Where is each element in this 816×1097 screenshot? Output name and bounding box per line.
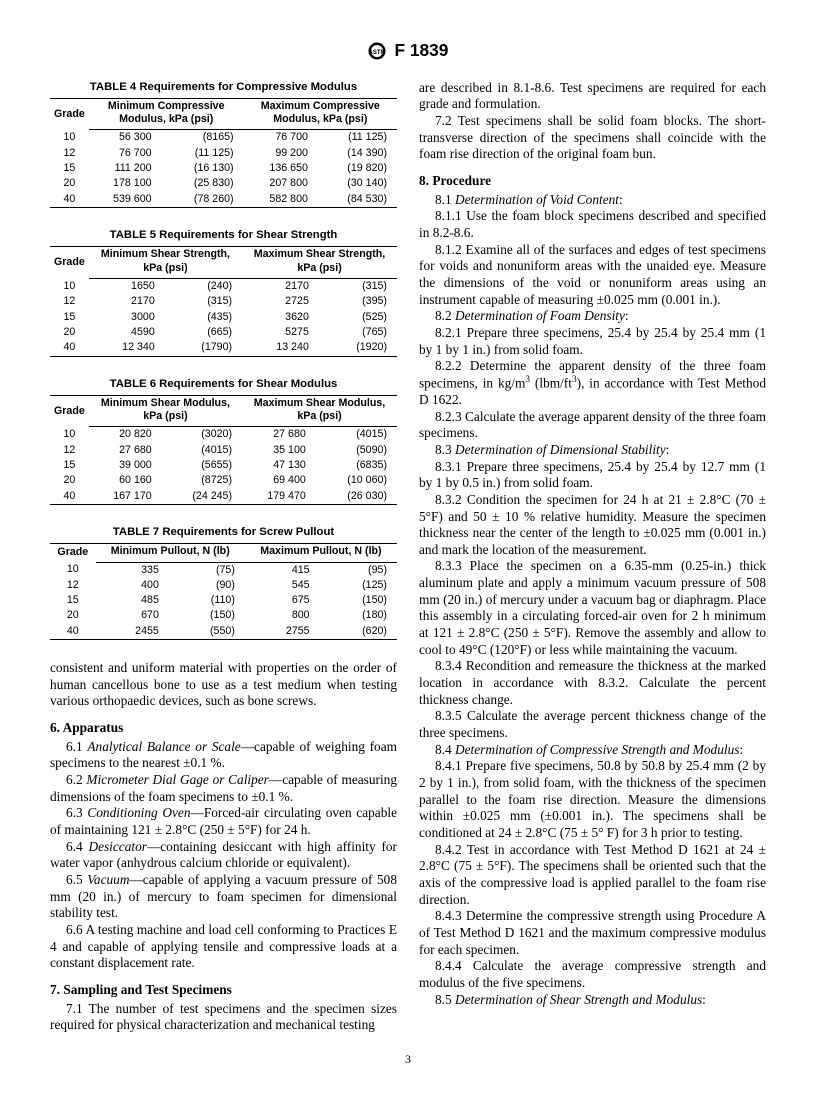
table7: Grade Minimum Pullout, N (lb) Maximum Pu… [50, 543, 397, 640]
sec-6-6: 6.6 A testing machine and load cell conf… [50, 922, 397, 972]
table-row: 122170(315)2725(395) [50, 294, 397, 309]
t6-max-head: Maximum Shear Modulus, kPa (psi) [242, 395, 397, 424]
table6: Grade Minimum Shear Modulus, kPa (psi) M… [50, 395, 397, 505]
table-row: 1056 300(8165)76 700(11 125) [50, 130, 397, 146]
sec-8-1-2: 8.1.2 Examine all of the surfaces and ed… [419, 242, 766, 309]
t6-grade-head: Grade [50, 395, 89, 427]
table7-title: TABLE 7 Requirements for Screw Pullout [50, 525, 397, 539]
table-row: 402455(550)2755(620) [50, 624, 397, 640]
sec-8-2-3: 8.2.3 Calculate the average apparent den… [419, 409, 766, 442]
table4: Grade Minimum Compressive Modulus, kPa (… [50, 98, 397, 208]
t5-body: 101650(240)2170(315)122170(315)2725(395)… [50, 278, 397, 356]
sec-8-3-5: 8.3.5 Calculate the average percent thic… [419, 708, 766, 741]
section-8-head: 8. Procedure [419, 173, 766, 190]
sec-6-5: 6.5 Vacuum—capable of applying a vacuum … [50, 872, 397, 922]
t4-grade-head: Grade [50, 98, 89, 130]
t7-min-head: Minimum Pullout, N (lb) [96, 544, 245, 560]
table4-title: TABLE 4 Requirements for Compressive Mod… [50, 80, 397, 94]
sec-8-2: 8.2 Determination of Foam Density: [419, 308, 766, 325]
t7-max-head: Maximum Pullout, N (lb) [245, 544, 397, 560]
t7-grade-head: Grade [50, 544, 96, 562]
table-row: 2060 160(8725)69 400(10 060) [50, 473, 397, 488]
sec-7-1: 7.1 The number of test specimens and the… [50, 1001, 397, 1034]
table-row: 101650(240)2170(315) [50, 278, 397, 294]
table-row: 1227 680(4015)35 100(5090) [50, 443, 397, 458]
table-row: 153000(435)3620(525) [50, 310, 397, 325]
table-row: 1276 700(11 125)99 200(14 390) [50, 146, 397, 161]
sec-8-4-2: 8.4.2 Test in accordance with Test Metho… [419, 842, 766, 909]
table-row: 15111 200(16 130)136 650(19 820) [50, 161, 397, 176]
table-row: 1539 000(5655)47 130(6835) [50, 458, 397, 473]
intro-continuation: consistent and uniform material with pro… [50, 660, 397, 710]
t5-min-head: Minimum Shear Strength, kPa (psi) [89, 247, 242, 276]
sec-8-1: 8.1 Determination of Void Content: [419, 192, 766, 209]
sec-8-3-1: 8.3.1 Prepare three specimens, 25.4 by 2… [419, 459, 766, 492]
sec-8-4: 8.4 Determination of Compressive Strengt… [419, 742, 766, 759]
sec-8-2-2: 8.2.2 Determine the apparent density of … [419, 358, 766, 408]
sec-8-1-1: 8.1.1 Use the foam block specimens descr… [419, 208, 766, 241]
designation: F 1839 [394, 40, 448, 60]
sec-8-5: 8.5 Determination of Shear Strength and … [419, 992, 766, 1009]
t5-max-head: Maximum Shear Strength, kPa (psi) [242, 247, 397, 276]
sec-8-4-1: 8.4.1 Prepare five specimens, 50.8 by 50… [419, 758, 766, 841]
table-row: 15485(110)675(150) [50, 593, 397, 608]
sec-8-4-4: 8.4.4 Calculate the average compressive … [419, 958, 766, 991]
table-row: 12400(90)545(125) [50, 578, 397, 593]
section-7-head: 7. Sampling and Test Specimens [50, 982, 397, 999]
sec-6-1: 6.1 Analytical Balance or Scale—capable … [50, 739, 397, 772]
t6-body: 1020 820(3020)27 680(4015)1227 680(4015)… [50, 427, 397, 505]
astm-logo-icon: ASTM [368, 42, 386, 60]
table-row: 40167 170(24 245)179 470(26 030) [50, 489, 397, 505]
t4-body: 1056 300(8165)76 700(11 125)1276 700(11 … [50, 130, 397, 208]
sec-6-3: 6.3 Conditioning Oven—Forced-air circula… [50, 805, 397, 838]
right-column: are described in 8.1-8.6. Test specimens… [419, 80, 766, 1034]
table-row: 1020 820(3020)27 680(4015) [50, 427, 397, 443]
table-row: 40539 600(78 260)582 800(84 530) [50, 192, 397, 208]
t4-max-head: Maximum Compressive Modulus, kPa (psi) [244, 98, 397, 127]
t7-body: 10335(75)415(95)12400(90)545(125)15485(1… [50, 562, 397, 640]
table6-title: TABLE 6 Requirements for Shear Modulus [50, 377, 397, 391]
table-row: 4012 340(1790)13 240(1920) [50, 340, 397, 356]
table-row: 204590(665)5275(765) [50, 325, 397, 340]
table5: Grade Minimum Shear Strength, kPa (psi) … [50, 246, 397, 356]
t5-grade-head: Grade [50, 247, 89, 279]
table-row: 10335(75)415(95) [50, 562, 397, 578]
sec-8-3-3: 8.3.3 Place the specimen on a 6.35-mm (0… [419, 558, 766, 658]
sec-8-3: 8.3 Determination of Dimensional Stabili… [419, 442, 766, 459]
table-row: 20178 100(25 830)207 800(30 140) [50, 176, 397, 191]
sec-8-3-4: 8.3.4 Recondition and remeasure the thic… [419, 658, 766, 708]
sec-7-2: 7.2 Test specimens shall be solid foam b… [419, 113, 766, 163]
left-column: TABLE 4 Requirements for Compressive Mod… [50, 80, 397, 1034]
sec-8-4-3: 8.4.3 Determine the compressive strength… [419, 908, 766, 958]
sec-7-1-cont: are described in 8.1-8.6. Test specimens… [419, 80, 766, 113]
table-row: 20670(150)800(180) [50, 608, 397, 623]
page-number: 3 [50, 1052, 766, 1067]
section-6-head: 6. Apparatus [50, 720, 397, 737]
svg-text:ASTM: ASTM [368, 50, 385, 56]
t6-min-head: Minimum Shear Modulus, kPa (psi) [89, 395, 242, 424]
page-header: ASTM F 1839 [50, 40, 766, 62]
sec-6-2: 6.2 Micrometer Dial Gage or Caliper—capa… [50, 772, 397, 805]
table5-title: TABLE 5 Requirements for Shear Strength [50, 228, 397, 242]
sec-6-4: 6.4 Desiccator—containing desiccant with… [50, 839, 397, 872]
t4-min-head: Minimum Compressive Modulus, kPa (psi) [89, 98, 244, 127]
sec-8-2-1: 8.2.1 Prepare three specimens, 25.4 by 2… [419, 325, 766, 358]
sec-8-3-2: 8.3.2 Condition the specimen for 24 h at… [419, 492, 766, 559]
